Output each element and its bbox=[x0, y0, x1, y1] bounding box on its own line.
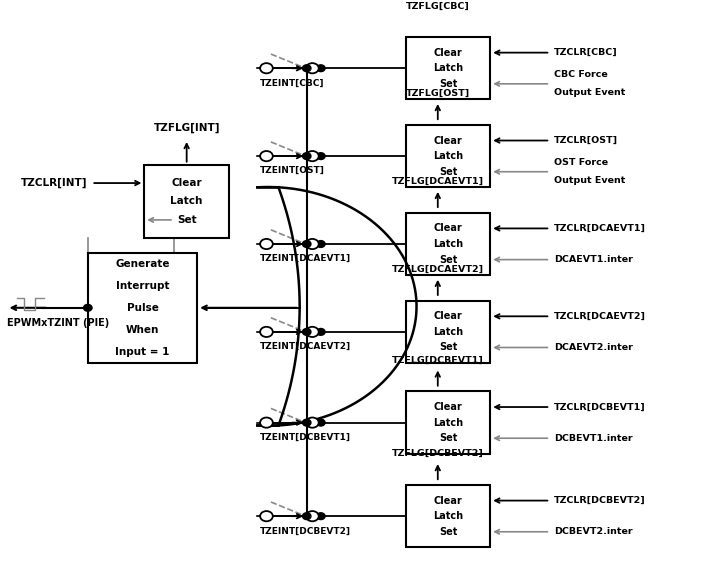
Circle shape bbox=[317, 513, 325, 519]
Text: TZCLR[OST]: TZCLR[OST] bbox=[554, 136, 618, 145]
FancyBboxPatch shape bbox=[88, 252, 197, 363]
Text: Set: Set bbox=[439, 167, 457, 177]
Text: Set: Set bbox=[439, 527, 457, 537]
Text: OST Force: OST Force bbox=[554, 158, 608, 167]
Circle shape bbox=[306, 239, 319, 249]
Text: Set: Set bbox=[439, 79, 457, 89]
Text: Generate: Generate bbox=[115, 258, 169, 269]
Text: Clear: Clear bbox=[434, 224, 462, 234]
Text: Latch: Latch bbox=[433, 511, 463, 521]
Text: TZEINT[DCBEVT2]: TZEINT[DCBEVT2] bbox=[259, 527, 350, 535]
Circle shape bbox=[303, 513, 311, 519]
Text: TZFLG[DCBEVT1]: TZFLG[DCBEVT1] bbox=[392, 356, 483, 365]
Text: DCBEVT1.inter: DCBEVT1.inter bbox=[554, 434, 632, 443]
Text: Set: Set bbox=[439, 342, 457, 352]
Text: Clear: Clear bbox=[434, 495, 462, 505]
Text: Clear: Clear bbox=[434, 402, 462, 412]
Text: Latch: Latch bbox=[433, 63, 463, 73]
Text: Latch: Latch bbox=[170, 197, 203, 207]
Text: TZFLG[OST]: TZFLG[OST] bbox=[406, 89, 470, 98]
Circle shape bbox=[303, 65, 311, 72]
Text: Pulse: Pulse bbox=[127, 303, 159, 313]
FancyBboxPatch shape bbox=[406, 301, 491, 363]
Text: TZEINT[DCAEVT2]: TZEINT[DCAEVT2] bbox=[259, 342, 350, 351]
Circle shape bbox=[260, 239, 273, 249]
Circle shape bbox=[303, 241, 311, 247]
Circle shape bbox=[317, 329, 325, 335]
Text: DCAEVT1.inter: DCAEVT1.inter bbox=[554, 255, 633, 264]
Text: Clear: Clear bbox=[434, 48, 462, 58]
Text: EPWMxTZINT (PIE): EPWMxTZINT (PIE) bbox=[6, 318, 109, 328]
Text: TZFLG[DCAEVT1]: TZFLG[DCAEVT1] bbox=[392, 177, 484, 186]
Text: TZEINT[DCBEVT1]: TZEINT[DCBEVT1] bbox=[259, 433, 350, 442]
Circle shape bbox=[306, 151, 319, 161]
Circle shape bbox=[317, 419, 325, 426]
Text: Set: Set bbox=[439, 433, 457, 443]
Circle shape bbox=[83, 305, 92, 311]
Circle shape bbox=[260, 63, 273, 73]
Text: TZCLR[CBC]: TZCLR[CBC] bbox=[554, 48, 617, 57]
Circle shape bbox=[317, 241, 325, 247]
Text: DCBEVT2.inter: DCBEVT2.inter bbox=[554, 527, 632, 537]
Circle shape bbox=[260, 327, 273, 337]
Text: TZFLG[CBC]: TZFLG[CBC] bbox=[406, 1, 470, 11]
Circle shape bbox=[303, 153, 311, 160]
Text: Output Event: Output Event bbox=[554, 176, 625, 185]
Text: Latch: Latch bbox=[433, 239, 463, 249]
Circle shape bbox=[303, 329, 311, 335]
Circle shape bbox=[317, 153, 325, 160]
Circle shape bbox=[306, 327, 319, 337]
Text: Latch: Latch bbox=[433, 417, 463, 427]
FancyBboxPatch shape bbox=[406, 485, 491, 547]
Text: TZCLR[INT]: TZCLR[INT] bbox=[21, 178, 88, 188]
Text: CBC Force: CBC Force bbox=[554, 70, 607, 79]
Text: DCAEVT2.inter: DCAEVT2.inter bbox=[554, 343, 633, 352]
Text: Latch: Latch bbox=[433, 327, 463, 337]
FancyBboxPatch shape bbox=[406, 125, 491, 187]
Text: When: When bbox=[126, 325, 159, 335]
Text: Interrupt: Interrupt bbox=[116, 281, 169, 291]
Text: TZCLR[DCAEVT2]: TZCLR[DCAEVT2] bbox=[554, 312, 646, 321]
Text: Set: Set bbox=[177, 215, 197, 225]
Text: Clear: Clear bbox=[434, 311, 462, 321]
Text: Set: Set bbox=[439, 255, 457, 265]
Text: TZEINT[DCAEVT1]: TZEINT[DCAEVT1] bbox=[259, 254, 350, 263]
Circle shape bbox=[303, 419, 311, 426]
Circle shape bbox=[306, 417, 319, 428]
Text: TZCLR[DCBEVT2]: TZCLR[DCBEVT2] bbox=[554, 496, 646, 505]
FancyBboxPatch shape bbox=[406, 392, 491, 454]
Text: TZCLR[DCAEVT1]: TZCLR[DCAEVT1] bbox=[554, 224, 646, 233]
Text: Clear: Clear bbox=[434, 136, 462, 146]
Text: Output Event: Output Event bbox=[554, 89, 625, 97]
Text: Clear: Clear bbox=[172, 178, 202, 188]
Circle shape bbox=[306, 63, 319, 73]
FancyBboxPatch shape bbox=[145, 164, 229, 238]
Text: TZFLG[DCBEVT2]: TZFLG[DCBEVT2] bbox=[392, 449, 483, 458]
Circle shape bbox=[317, 65, 325, 72]
Circle shape bbox=[260, 417, 273, 428]
FancyBboxPatch shape bbox=[406, 213, 491, 275]
FancyBboxPatch shape bbox=[406, 37, 491, 99]
Text: TZCLR[DCBEVT1]: TZCLR[DCBEVT1] bbox=[554, 403, 646, 411]
Text: TZEINT[CBC]: TZEINT[CBC] bbox=[259, 79, 324, 87]
Text: TZFLG[DCAEVT2]: TZFLG[DCAEVT2] bbox=[392, 265, 484, 274]
Circle shape bbox=[306, 511, 319, 521]
Circle shape bbox=[260, 511, 273, 521]
Text: Latch: Latch bbox=[433, 151, 463, 161]
Text: TZFLG[INT]: TZFLG[INT] bbox=[153, 123, 220, 133]
Text: Input = 1: Input = 1 bbox=[115, 347, 169, 357]
Text: TZEINT[OST]: TZEINT[OST] bbox=[259, 166, 324, 176]
Circle shape bbox=[260, 151, 273, 161]
